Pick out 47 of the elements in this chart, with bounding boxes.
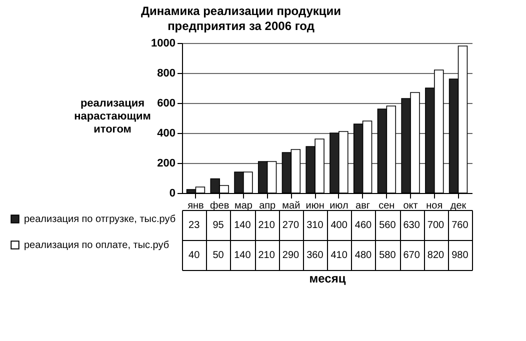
x-tick-label: мар (234, 200, 253, 212)
legend-label: реализация по отгрузке, тыс.руб (24, 214, 176, 225)
data-label: 95 (212, 220, 224, 231)
data-label: 760 (452, 220, 469, 231)
y-tick-label: 800 (157, 68, 176, 80)
data-label: 400 (330, 220, 348, 231)
x-axis-title: месяц (309, 272, 346, 286)
x-tick-label: апр (259, 200, 276, 212)
data-label: 140 (234, 250, 252, 261)
x-tick-label: сен (378, 200, 395, 212)
x-tick-label: ноя (426, 200, 443, 212)
data-label: 980 (452, 250, 469, 261)
chart-title: Динамика реализации продукции предприятия за 2006 год (140, 4, 342, 33)
y-tick-label: 0 (169, 188, 176, 200)
data-label: 820 (427, 250, 445, 261)
data-label: 140 (234, 220, 252, 231)
y-tick-label: 400 (157, 128, 176, 140)
data-label: 360 (306, 250, 324, 261)
data-label: 210 (258, 220, 276, 231)
x-tick-label: май (282, 200, 300, 212)
legend-label: реализация по оплате, тыс.руб (24, 240, 170, 251)
x-tick-label: окт (403, 200, 418, 212)
y-tick-label: 200 (157, 158, 176, 170)
x-tick-label: авг (356, 200, 370, 212)
x-tick-label: июн (306, 200, 324, 212)
data-label: 290 (282, 250, 300, 261)
x-tick-label: фев (210, 200, 230, 212)
data-label: 700 (427, 220, 445, 231)
data-label: 50 (212, 250, 224, 261)
data-label: 40 (188, 250, 200, 261)
data-label: 560 (379, 220, 396, 231)
y-axis-title: реализация нарастающим итогом (74, 98, 151, 136)
data-label: 310 (306, 220, 324, 231)
data-label: 460 (354, 220, 372, 231)
x-tick-label: янв (188, 200, 204, 212)
x-tick-label: июл (330, 200, 348, 212)
data-label: 480 (354, 250, 372, 261)
data-label: 270 (282, 220, 300, 231)
data-label: 630 (403, 220, 420, 231)
data-label: 23 (188, 220, 200, 231)
data-label: 580 (379, 250, 396, 261)
data-label: 670 (403, 250, 420, 261)
y-tick-label: 1000 (151, 38, 176, 50)
x-tick-label: дек (450, 200, 467, 212)
y-tick-label: 600 (157, 98, 176, 110)
data-label: 410 (330, 250, 348, 261)
data-label: 210 (258, 250, 276, 261)
